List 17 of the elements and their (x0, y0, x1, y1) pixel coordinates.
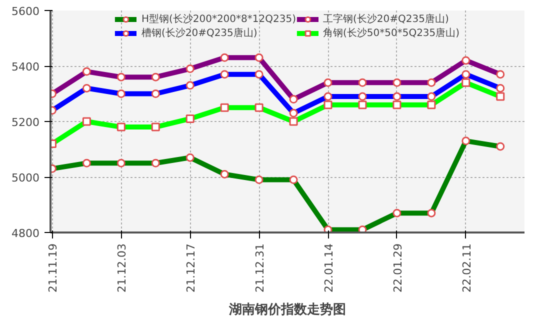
y-tick-label: 5600 (12, 5, 40, 18)
x-tick-label: 22.01.29 (391, 244, 404, 292)
legend-label: 角钢(长沙50*50*5Q235唐山) (322, 26, 460, 40)
legend-label: 槽钢(长沙20#Q235唐山) (141, 26, 258, 40)
y-tick-label: 5400 (12, 60, 40, 74)
y-tick-label: 5000 (12, 172, 40, 184)
text: 湖南钢价指数走势图 (228, 302, 346, 318)
x-tick-label: 22.02.11 (460, 244, 474, 292)
x-tick-label: 21.12.31 (254, 244, 267, 292)
x-tick-label: 21.11.19 (46, 244, 60, 292)
legend-label: 工字钢(长沙20#Q235唐山) (322, 12, 449, 26)
y-tick-label: 4800 (12, 227, 40, 240)
x-tick-label: 21.12.17 (184, 244, 198, 292)
y-tick-label: 5200 (12, 116, 40, 129)
legend-label: H型钢(长沙200*200*8*12Q235) (141, 12, 296, 26)
x-tick-label: 21.12.03 (116, 244, 129, 292)
x-tick-label: 22.01.14 (322, 244, 336, 292)
